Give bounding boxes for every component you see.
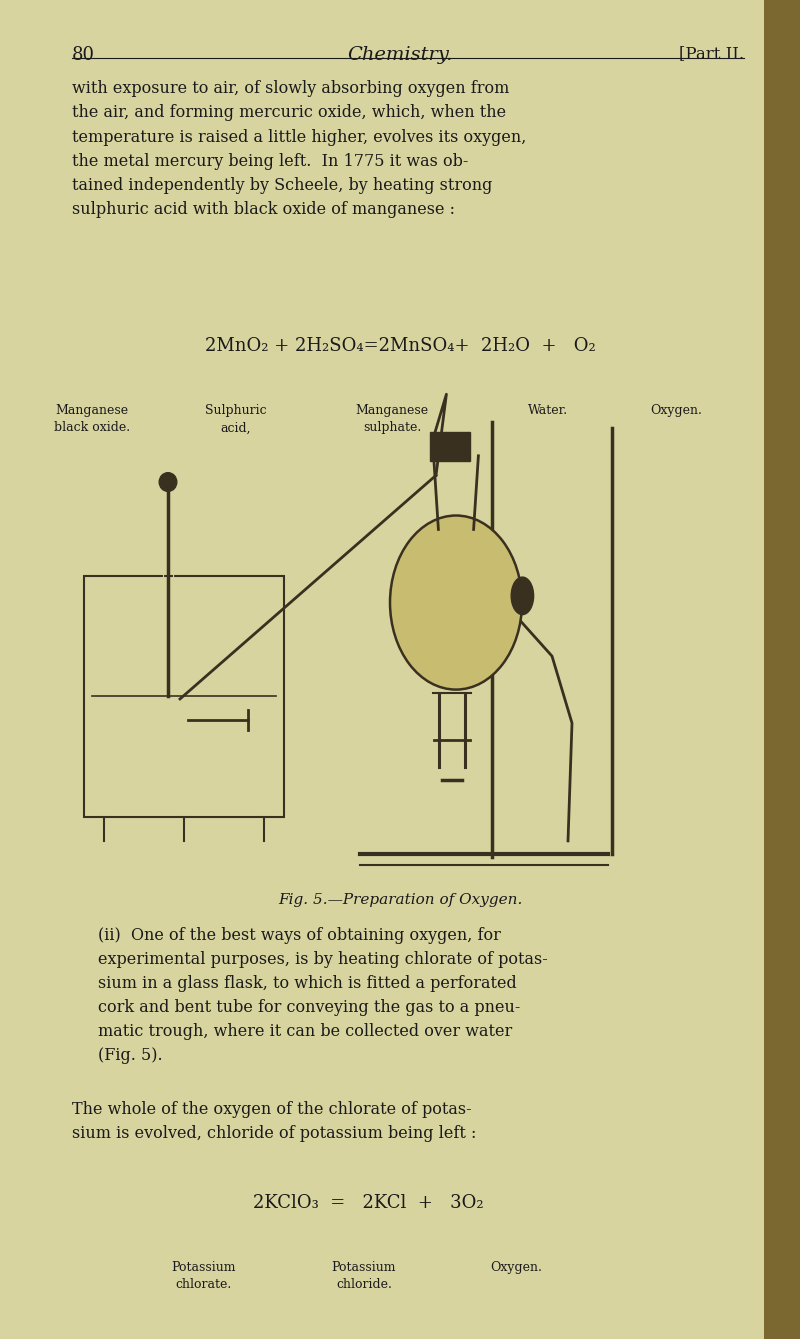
Bar bbox=[84, 576, 284, 817]
Text: [Part II.: [Part II. bbox=[679, 46, 744, 63]
Text: Oxygen.: Oxygen. bbox=[490, 1261, 542, 1275]
Text: Water.: Water. bbox=[528, 404, 568, 418]
Text: Chemistry.: Chemistry. bbox=[347, 46, 453, 63]
Text: Oxygen.: Oxygen. bbox=[650, 404, 702, 418]
Ellipse shape bbox=[390, 516, 522, 690]
Text: Manganese
black oxide.: Manganese black oxide. bbox=[54, 404, 130, 434]
Ellipse shape bbox=[159, 473, 177, 491]
Text: 80: 80 bbox=[72, 46, 95, 63]
Circle shape bbox=[511, 577, 534, 615]
Bar bbox=[764, 0, 800, 1339]
Text: Fig. 5.—Preparation of Oxygen.: Fig. 5.—Preparation of Oxygen. bbox=[278, 893, 522, 907]
Text: 2MnO₂ + 2H₂SO₄=2MnSO₄+  2H₂O  +   O₂: 2MnO₂ + 2H₂SO₄=2MnSO₄+ 2H₂O + O₂ bbox=[205, 337, 595, 355]
Text: The whole of the oxygen of the chlorate of potas-
sium is evolved, chloride of p: The whole of the oxygen of the chlorate … bbox=[72, 1101, 476, 1142]
Text: Sulphuric
acid,: Sulphuric acid, bbox=[205, 404, 267, 434]
Bar bbox=[430, 431, 470, 461]
Text: Manganese
sulphate.: Manganese sulphate. bbox=[355, 404, 429, 434]
Text: Potassium
chlorate.: Potassium chlorate. bbox=[172, 1261, 236, 1291]
Text: with exposure to air, of slowly absorbing oxygen from
the air, and forming mercu: with exposure to air, of slowly absorbin… bbox=[72, 80, 526, 218]
Text: Potassium
chloride.: Potassium chloride. bbox=[332, 1261, 396, 1291]
Text: (ii)  One of the best ways of obtaining oxygen, for
experimental purposes, is by: (ii) One of the best ways of obtaining o… bbox=[98, 927, 547, 1065]
Text: 2KClO₃  =   2KCl  +   3O₂: 2KClO₃ = 2KCl + 3O₂ bbox=[253, 1194, 483, 1212]
